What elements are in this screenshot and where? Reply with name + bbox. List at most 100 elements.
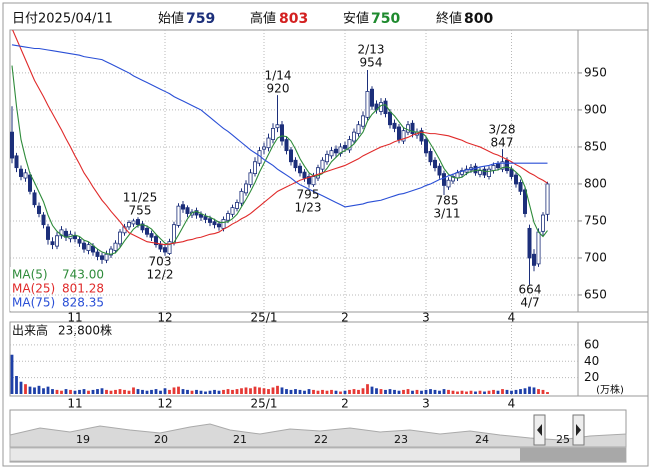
volume-bar — [244, 387, 248, 394]
candle-body — [216, 223, 221, 228]
annotation-date: 3/11 — [434, 207, 461, 221]
candle-body — [486, 168, 491, 177]
volume-bar — [204, 391, 207, 394]
candle-body — [91, 245, 96, 253]
volume-total: 23,800株 — [58, 323, 112, 338]
volume-bar — [415, 389, 419, 394]
navigator-tick-label: 23 — [394, 433, 408, 446]
volume-bar — [447, 389, 450, 394]
volume-bar — [222, 389, 225, 394]
volume-bar — [60, 390, 63, 394]
candle-body — [302, 171, 307, 179]
volume-bar — [87, 390, 90, 394]
candle-body — [270, 128, 275, 140]
volume-bar — [393, 389, 396, 394]
candle-body — [333, 148, 338, 154]
candle-body — [55, 235, 60, 247]
volume-bar — [127, 390, 131, 394]
volume-bar — [105, 389, 108, 394]
candle-body — [491, 165, 496, 172]
volume-bar — [370, 386, 374, 394]
candle-body — [275, 124, 280, 129]
candle-body — [180, 204, 185, 210]
candle-body — [41, 214, 46, 226]
volume-bar — [231, 389, 234, 394]
candle-body — [100, 255, 105, 260]
candle-body — [176, 205, 181, 226]
annotation-date: 12/2 — [147, 268, 174, 282]
candle-body — [428, 150, 433, 163]
candle-body — [144, 227, 149, 235]
navigator-tick-label: 21 — [233, 433, 247, 446]
volume-bar — [172, 387, 176, 394]
candle-body — [396, 126, 401, 140]
candle-body — [311, 176, 316, 186]
legend-value: 743.00 — [62, 268, 104, 282]
y-tick-label: 650 — [584, 287, 607, 301]
annotation-value: 795 — [297, 188, 320, 202]
candle-body — [500, 161, 505, 170]
volume-bar — [424, 389, 428, 394]
scroll-thumb[interactable] — [520, 448, 626, 461]
volume-bar — [402, 389, 405, 394]
candle-body — [477, 170, 482, 175]
volume-bar — [366, 384, 369, 394]
volume-bar — [442, 389, 446, 394]
y-tick-label: 800 — [584, 176, 607, 190]
volume-bar — [514, 389, 518, 394]
legend-name: MA(25) — [12, 282, 55, 296]
volume-bar — [258, 387, 261, 394]
legend-value: 801.28 — [62, 282, 104, 296]
volume-bar — [37, 385, 41, 394]
volume-bar — [334, 390, 338, 394]
volume-bar — [361, 388, 365, 394]
candle-body — [441, 173, 446, 186]
navigator-tick-label: 22 — [314, 433, 328, 446]
volume-bar — [78, 389, 81, 394]
volume-bar — [213, 389, 216, 394]
annotation-date: 1/14 — [265, 69, 292, 83]
candle-body — [162, 247, 167, 253]
volume-bar — [181, 389, 185, 394]
volume-bar — [379, 389, 383, 394]
candle-body — [527, 227, 532, 259]
candle-body — [167, 241, 172, 254]
candle-body — [360, 115, 365, 127]
candle-body — [351, 131, 356, 142]
y-tick-label: 900 — [584, 102, 607, 116]
candle-body — [27, 174, 32, 192]
volume-bar — [510, 390, 513, 394]
candle-body — [369, 88, 374, 107]
x-tick-label: 4 — [508, 397, 516, 411]
x-tick-label: 11 — [67, 397, 82, 411]
annotation-date: 2/13 — [358, 43, 385, 57]
volume-bar — [55, 389, 59, 394]
volume-bar — [96, 389, 99, 394]
navigator-tick-label: 20 — [154, 433, 168, 446]
volume-bar — [132, 387, 135, 394]
navigator-tick-label: 25 — [556, 433, 570, 446]
volume-bar — [24, 384, 27, 394]
volume-bar — [217, 390, 221, 394]
volume-bar — [487, 390, 491, 394]
quote-label: 終値 — [436, 11, 462, 27]
volume-bar — [537, 389, 540, 394]
candle-body — [243, 183, 248, 194]
x-tick-label: 25/1 — [251, 397, 278, 411]
volume-bar — [46, 386, 50, 394]
y-tick-label: 700 — [584, 250, 607, 264]
candle-body — [324, 153, 329, 163]
y-tick-label: 750 — [584, 213, 607, 227]
candle-body — [320, 159, 325, 170]
legend-name: MA(75) — [12, 296, 55, 310]
annotation-value: 755 — [129, 204, 152, 218]
candle-body — [279, 124, 284, 142]
annotation-date: 11/25 — [123, 191, 158, 205]
volume-bar — [352, 389, 356, 394]
volume-tick-label: 20 — [584, 370, 599, 384]
candle-body — [455, 172, 460, 179]
candle-body — [46, 226, 51, 240]
volume-bar — [411, 390, 414, 394]
candle-body — [329, 150, 334, 157]
volume-bar — [208, 390, 212, 394]
